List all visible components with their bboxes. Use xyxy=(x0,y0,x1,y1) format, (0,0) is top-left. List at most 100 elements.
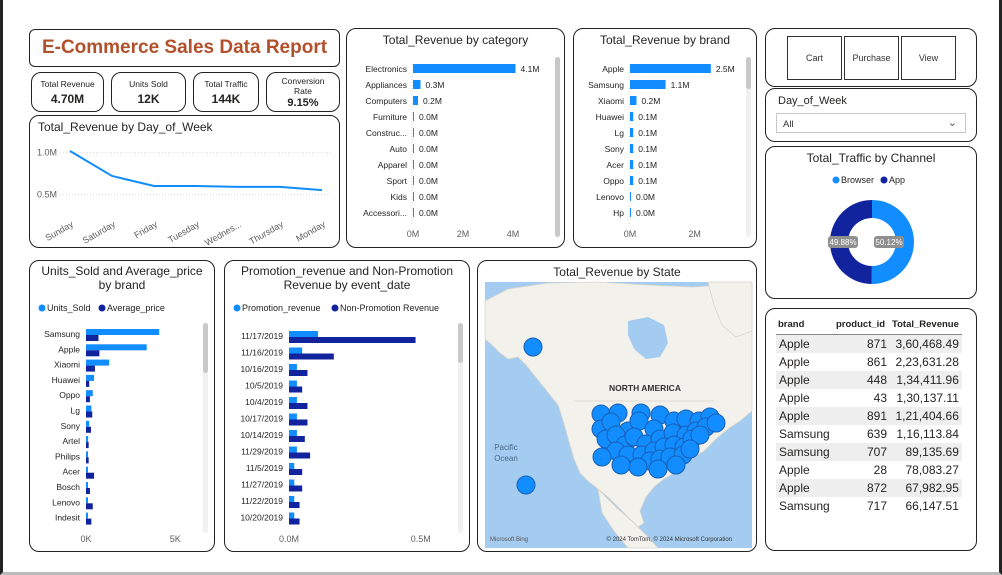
bar-series-2 xyxy=(289,337,416,343)
view-button[interactable]: View xyxy=(901,36,956,80)
map-bubble xyxy=(516,475,536,495)
units-price-by-brand-card[interactable]: Units_Sold and Average_price by brand Un… xyxy=(29,260,215,552)
revenue-by-state-map[interactable]: NORTH AMERICA Pacific Ocean Microsoft Bing ©… xyxy=(478,261,757,552)
bar-series-2 xyxy=(86,426,91,433)
data-label: 0.0M xyxy=(419,176,438,186)
table-row[interactable]: Apple 861 2,23,631.28 xyxy=(776,353,962,371)
x-tick-label: Friday xyxy=(132,219,159,240)
revenue-by-brand-chart: Apple 2.5M Samsung 1.1M Xiaomi 0.2M Huawei 0.1M… xyxy=(588,64,735,239)
traffic-by-channel-chart: Browser App 50.12% 49.88% xyxy=(828,175,914,284)
table-row[interactable]: Samsung 717 66,147.51 xyxy=(776,497,962,515)
data-label: 2.5M xyxy=(716,64,735,74)
table-row[interactable]: Apple 448 1,34,411.96 xyxy=(776,371,962,389)
table-row[interactable]: Samsung 639 1,16,113.84 xyxy=(776,425,962,443)
revenue-by-category-card[interactable]: Total_Revenue by category Electronics 4.1… xyxy=(346,28,565,248)
y-tick-label: 0.5M xyxy=(37,189,57,199)
bar xyxy=(413,80,421,89)
report-title: E-Commerce Sales Data Report xyxy=(41,37,328,58)
scrollbar[interactable] xyxy=(555,57,560,237)
table-row[interactable]: Apple 28 78,083.27 xyxy=(776,461,962,479)
revenue-by-day-chart: 1.0M 0.5M Sunday Saturday Friday Tuesday Wedne… xyxy=(37,148,332,247)
legend-label: Promotion_revenue xyxy=(242,303,321,313)
legend-label: Average_price xyxy=(107,303,165,313)
data-label: 0.0M xyxy=(419,144,438,154)
cart-button[interactable]: Cart xyxy=(787,36,842,80)
cell-total-revenue: 1,34,411.96 xyxy=(890,371,962,389)
data-label: 4.1M xyxy=(521,64,540,74)
table-row[interactable]: Apple 43 1,30,137.11 xyxy=(776,389,962,407)
data-label: 0.1M xyxy=(638,112,657,122)
revenue-by-brand-card[interactable]: Total_Revenue by brand Apple 2.5M Samsung 1… xyxy=(573,28,757,248)
column-header-product-id[interactable]: product_id xyxy=(834,319,890,335)
chevron-down-icon: ⌄ xyxy=(947,117,957,129)
cell-total-revenue: 1,16,113.84 xyxy=(896,427,959,441)
scrollbar[interactable] xyxy=(203,323,208,533)
dropdown-value: All xyxy=(783,119,794,130)
bar-series-2 xyxy=(289,370,308,376)
data-label: 0.0M xyxy=(419,208,438,218)
bar xyxy=(630,80,666,89)
kpi-card-total-revenue[interactable]: Total Revenue 4.70M xyxy=(31,72,104,112)
bar-series-2 xyxy=(86,380,90,387)
kpi-card-total-traffic[interactable]: Total Traffic 144K xyxy=(193,72,259,112)
bar-series-2 xyxy=(289,485,303,492)
kpi-card-conversion-rate[interactable]: Conversion Rate 9.15% xyxy=(266,72,340,112)
scrollbar[interactable] xyxy=(746,57,751,237)
data-label: 0.1M xyxy=(638,176,657,186)
bar-series-2 xyxy=(289,386,303,393)
legend-label: Non-Promotion Revenue xyxy=(340,303,439,313)
traffic-by-channel-card[interactable]: Total_Traffic by Channel Browser App 50.12… xyxy=(765,146,977,299)
x-tick-label: Sunday xyxy=(44,219,76,243)
bar-series-1 xyxy=(86,420,90,427)
bar xyxy=(630,64,711,73)
category-label: 10/5/2019 xyxy=(245,381,283,391)
table-row[interactable]: Samsung 707 89,135.69 xyxy=(776,443,962,461)
revenue-by-day-card[interactable]: Total_Revenue by Day_of_Week 1.0M 0.5M Sun… xyxy=(29,115,340,248)
bar xyxy=(630,96,637,105)
table-row[interactable]: Apple 891 1,21,404.66 xyxy=(776,407,962,425)
category-label: 10/16/2019 xyxy=(240,364,283,374)
brand-product-table-card[interactable]: brand product_id Total_Revenue Apple 871 3… xyxy=(765,308,977,551)
map-bubble xyxy=(628,457,648,477)
bar xyxy=(413,112,414,121)
map-copyright: © 2024 TomTom, © 2024 Microsoft Corporat… xyxy=(607,536,732,543)
table-row[interactable]: Apple 872 67,982.95 xyxy=(776,479,962,497)
cell-product-id: 448 xyxy=(834,371,890,389)
category-label: Electronics xyxy=(365,64,407,74)
line-series xyxy=(69,150,323,192)
chart-title: Total_Revenue by brand xyxy=(599,33,731,47)
day-of-week-dropdown[interactable]: All ⌄ xyxy=(776,113,966,133)
category-label: Lenovo xyxy=(596,192,624,202)
column-header-brand[interactable]: brand xyxy=(776,319,834,335)
chart-title: Promotion_revenue and Non-Promotion Reve… xyxy=(240,264,454,292)
category-label: 10/4/2019 xyxy=(245,397,283,407)
bar-series-2 xyxy=(86,411,93,418)
column-header-total-revenue[interactable]: Total_Revenue xyxy=(890,319,962,335)
revenue-by-state-card[interactable]: Total_Revenue by State NORTH AMERICA Paci… xyxy=(477,260,757,552)
kpi-card-units-sold[interactable]: Units Sold 12K xyxy=(111,72,186,112)
x-tick-label: Tuesday xyxy=(166,219,201,245)
bar xyxy=(413,64,516,73)
bar-series-1 xyxy=(289,446,297,453)
purchase-button[interactable]: Purchase xyxy=(844,36,899,80)
x-tick-label: 4M xyxy=(507,229,520,239)
category-label: 11/5/2019 xyxy=(246,463,283,473)
bar xyxy=(413,128,414,137)
x-tick-label: 2M xyxy=(688,229,701,239)
category-label: Lg xyxy=(71,406,81,416)
category-label: Samsung xyxy=(44,329,80,339)
cell-total-revenue: 1,30,137.11 xyxy=(896,391,959,405)
data-label: 0.0M xyxy=(419,112,438,122)
slicer-label: Day_of_Week xyxy=(778,95,847,107)
promo-by-date-card[interactable]: Promotion_revenue and Non-Promotion Reve… xyxy=(224,260,470,552)
bar xyxy=(413,160,414,169)
table-row[interactable]: Apple 871 3,60,468.49 xyxy=(776,334,962,353)
category-label: Construc... xyxy=(366,128,407,138)
bar-series-1 xyxy=(289,479,295,486)
scrollbar[interactable] xyxy=(458,323,463,533)
bar-series-2 xyxy=(289,469,303,475)
bar xyxy=(630,208,631,217)
bar-series-1 xyxy=(86,405,92,412)
category-label: Acer xyxy=(63,467,81,477)
kpi-value: 12K xyxy=(137,91,160,106)
